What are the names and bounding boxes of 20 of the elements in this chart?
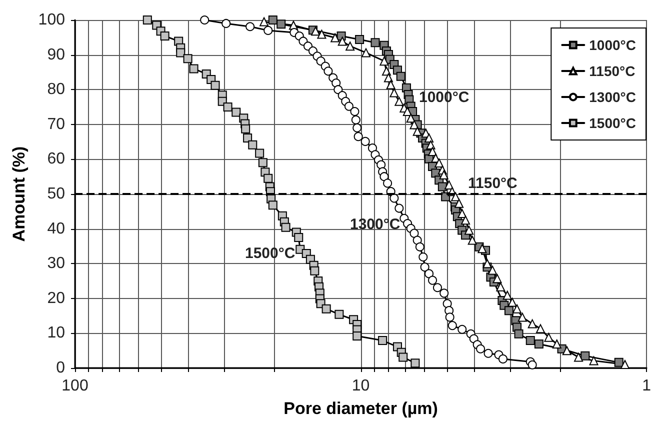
y-tick-label: 0 (56, 360, 66, 376)
legend-label: 1500°C (589, 115, 636, 131)
legend-label: 1300°C (589, 89, 636, 105)
y-tick-label: 100 (38, 12, 66, 28)
x-tick-label: 100 (62, 378, 88, 394)
x-tick-label: 1 (642, 378, 652, 394)
y-tick-label: 70 (47, 116, 66, 133)
x-tick-label: 10 (352, 378, 370, 394)
y-axis-title: Amount (%) (9, 146, 28, 242)
y-tick-label: 10 (47, 324, 66, 342)
x-axis-title: Pore diameter (µm) (284, 399, 438, 418)
legend-label: 1000°C (589, 37, 636, 53)
y-tick-label: 40 (47, 220, 66, 238)
y-tick-label: 60 (47, 150, 66, 168)
y-tick-label: 50 (47, 186, 66, 202)
y-tick-label: 30 (47, 255, 66, 272)
legend-label: 1150°C (589, 63, 636, 79)
y-tick-label: 80 (47, 81, 66, 98)
y-tick-label: 20 (47, 290, 66, 307)
y-tick-label: 90 (47, 46, 66, 64)
